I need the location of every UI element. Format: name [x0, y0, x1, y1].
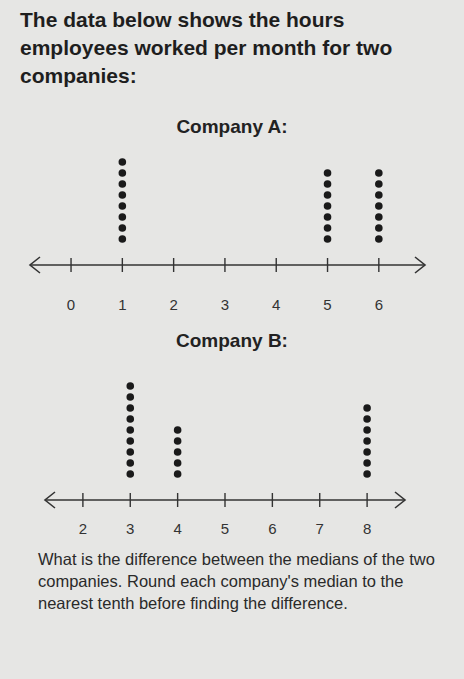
- dot: [174, 459, 182, 467]
- dot: [363, 415, 371, 423]
- x-tick-label: 2: [169, 296, 177, 313]
- dot: [363, 437, 371, 445]
- x-tick: [122, 258, 123, 272]
- x-tick-label: 2: [79, 520, 87, 537]
- axis-arrow: [395, 492, 405, 508]
- dot-column: [324, 169, 332, 243]
- x-tick-label: 3: [126, 520, 134, 537]
- dot: [363, 426, 371, 434]
- dot-column: [375, 169, 383, 243]
- dot: [375, 213, 383, 221]
- dot: [363, 459, 371, 467]
- dot: [126, 426, 134, 434]
- x-tick: [173, 258, 174, 272]
- dot: [375, 169, 383, 177]
- dot: [174, 426, 182, 434]
- x-tick-label: 3: [221, 296, 229, 313]
- dot: [324, 213, 332, 221]
- x-tick: [319, 493, 320, 507]
- x-tick-label: 6: [375, 296, 383, 313]
- axis-arrow: [45, 492, 55, 508]
- dot: [126, 448, 134, 456]
- dot: [324, 202, 332, 210]
- dot: [363, 470, 371, 478]
- dot: [126, 393, 134, 401]
- dot: [119, 191, 127, 199]
- marks: [126, 382, 370, 478]
- dot: [126, 415, 134, 423]
- dot: [363, 448, 371, 456]
- dot: [363, 404, 371, 412]
- chart-title: Company B:: [176, 330, 288, 351]
- dot: [174, 448, 182, 456]
- axis-arrow: [415, 257, 425, 273]
- x-tick: [224, 258, 225, 272]
- dot: [126, 382, 134, 390]
- dot: [375, 202, 383, 210]
- dot: [126, 437, 134, 445]
- x-tick-label: 5: [221, 520, 229, 537]
- question-text: What is the difference between the media…: [38, 548, 438, 614]
- dot: [126, 459, 134, 467]
- dot: [119, 180, 127, 188]
- dot: [324, 180, 332, 188]
- x-tick: [224, 493, 225, 507]
- dot-column: [126, 382, 134, 478]
- dot: [126, 470, 134, 478]
- x-tick: [177, 493, 178, 507]
- dot: [126, 404, 134, 412]
- x-axis: [30, 264, 425, 266]
- x-tick: [327, 258, 328, 272]
- x-tick: [276, 258, 277, 272]
- x-tick-label: 1: [118, 296, 126, 313]
- dot-column: [119, 158, 127, 243]
- dot: [324, 224, 332, 232]
- header-text: The data below shows the hours employees…: [20, 6, 450, 90]
- x-tick-label: 7: [316, 520, 324, 537]
- x-tick: [378, 258, 379, 272]
- dot-column: [174, 426, 182, 478]
- dot: [174, 470, 182, 478]
- dot: [119, 169, 127, 177]
- x-tick-label: 4: [272, 296, 280, 313]
- x-tick: [130, 493, 131, 507]
- x-tick-label: 4: [173, 520, 181, 537]
- dot: [119, 235, 127, 243]
- x-tick: [82, 493, 83, 507]
- dot-column: [363, 404, 371, 478]
- dot: [324, 191, 332, 199]
- chart-title: Company A:: [176, 116, 287, 137]
- dot: [119, 213, 127, 221]
- x-tick-label: 8: [363, 520, 371, 537]
- dot: [324, 235, 332, 243]
- dot: [324, 169, 332, 177]
- dot: [119, 158, 127, 166]
- chart: Company A: 0 1 2 3 4 5 6: [30, 116, 425, 313]
- dot: [375, 235, 383, 243]
- dot: [375, 224, 383, 232]
- x-tick-label: 6: [268, 520, 276, 537]
- dot: [375, 191, 383, 199]
- dot: [174, 437, 182, 445]
- x-tick: [70, 258, 71, 272]
- dot: [119, 202, 127, 210]
- x-tick: [272, 493, 273, 507]
- dot: [119, 224, 127, 232]
- chart: Company B: 2 3 4 5 6 7 8: [45, 330, 405, 537]
- dot: [375, 180, 383, 188]
- x-tick-label: 5: [323, 296, 331, 313]
- x-tick-label: 0: [67, 296, 75, 313]
- dot-plots: Company A: 0 1 2 3 4 5 6 Company B: 2 3 4 5 6 7 8: [0, 0, 464, 679]
- x-tick: [366, 493, 367, 507]
- axis-arrow: [30, 257, 40, 273]
- marks: [119, 158, 383, 243]
